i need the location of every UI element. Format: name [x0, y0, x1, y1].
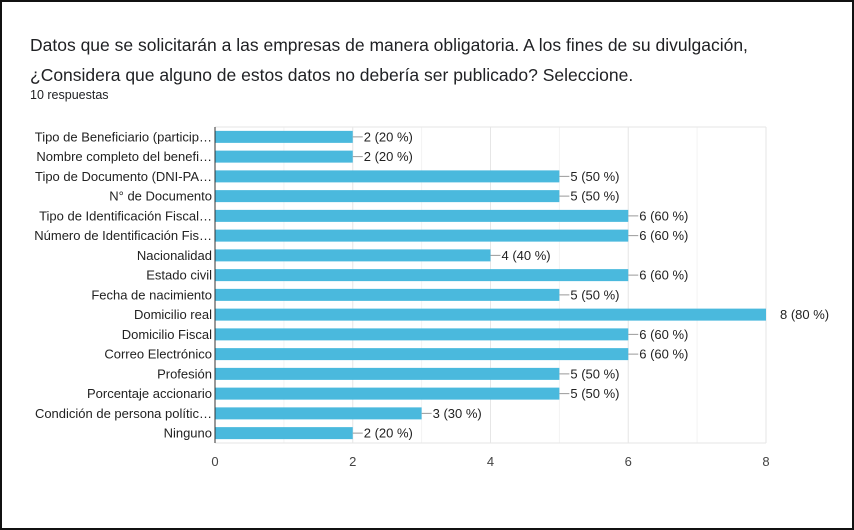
- bar: [215, 308, 766, 321]
- x-tick-label: 6: [625, 454, 632, 469]
- bar: [215, 190, 560, 203]
- category-label: Domicilio real: [134, 307, 212, 322]
- bar: [215, 130, 353, 143]
- bar: [215, 407, 422, 420]
- data-label: 2 (20 %): [364, 149, 413, 164]
- bar: [215, 170, 560, 183]
- bar: [215, 209, 629, 222]
- data-label: 5 (50 %): [570, 366, 619, 381]
- bar: [215, 249, 491, 262]
- bar: [215, 269, 629, 282]
- category-label: Estado civil: [146, 268, 212, 283]
- data-label: 5 (50 %): [570, 386, 619, 401]
- category-label: N° de Documento: [109, 189, 212, 204]
- data-label: 8 (80 %): [780, 307, 829, 322]
- category-label: Porcentaje accionario: [87, 386, 212, 401]
- data-label: 6 (60 %): [639, 228, 688, 243]
- data-label: 6 (60 %): [639, 327, 688, 342]
- data-label: 2 (20 %): [364, 129, 413, 144]
- bar: [215, 367, 560, 380]
- response-count: 10 respuestas: [30, 88, 109, 102]
- category-label: Condición de persona polític…: [35, 406, 212, 421]
- data-label: 5 (50 %): [570, 287, 619, 302]
- data-label: 5 (50 %): [570, 189, 619, 204]
- bar: [215, 348, 629, 361]
- x-tick-label: 8: [762, 454, 769, 469]
- category-label: Correo Electrónico: [104, 347, 212, 362]
- bar: [215, 288, 560, 301]
- category-label: Tipo de Documento (DNI-PA…: [35, 169, 212, 184]
- category-label: Número de Identificación Fis…: [34, 228, 212, 243]
- bar: [215, 328, 629, 341]
- category-label: Profesión: [157, 366, 212, 381]
- data-label: 4 (40 %): [502, 248, 551, 263]
- category-label: Tipo de Beneficiario (particip…: [35, 129, 212, 144]
- bar: [215, 150, 353, 163]
- data-label: 6 (60 %): [639, 347, 688, 362]
- data-label: 2 (20 %): [364, 426, 413, 441]
- x-tick-label: 0: [211, 454, 218, 469]
- data-label: 5 (50 %): [570, 169, 619, 184]
- data-label: 3 (30 %): [433, 406, 482, 421]
- x-tick-label: 2: [349, 454, 356, 469]
- data-label: 6 (60 %): [639, 208, 688, 223]
- bar: [215, 427, 353, 440]
- data-label: 6 (60 %): [639, 268, 688, 283]
- category-label: Domicilio Fiscal: [122, 327, 212, 342]
- category-label: Tipo de Identificación Fiscal…: [39, 208, 212, 223]
- category-label: Fecha de nacimiento: [91, 287, 212, 302]
- category-label: Nombre completo del benefi…: [36, 149, 212, 164]
- x-tick-label: 4: [487, 454, 494, 469]
- category-label: Ninguno: [164, 426, 212, 441]
- bar: [215, 229, 629, 242]
- question-title: Datos que se solicitarán a las empresas …: [30, 35, 748, 85]
- bar: [215, 387, 560, 400]
- category-label: Nacionalidad: [137, 248, 212, 263]
